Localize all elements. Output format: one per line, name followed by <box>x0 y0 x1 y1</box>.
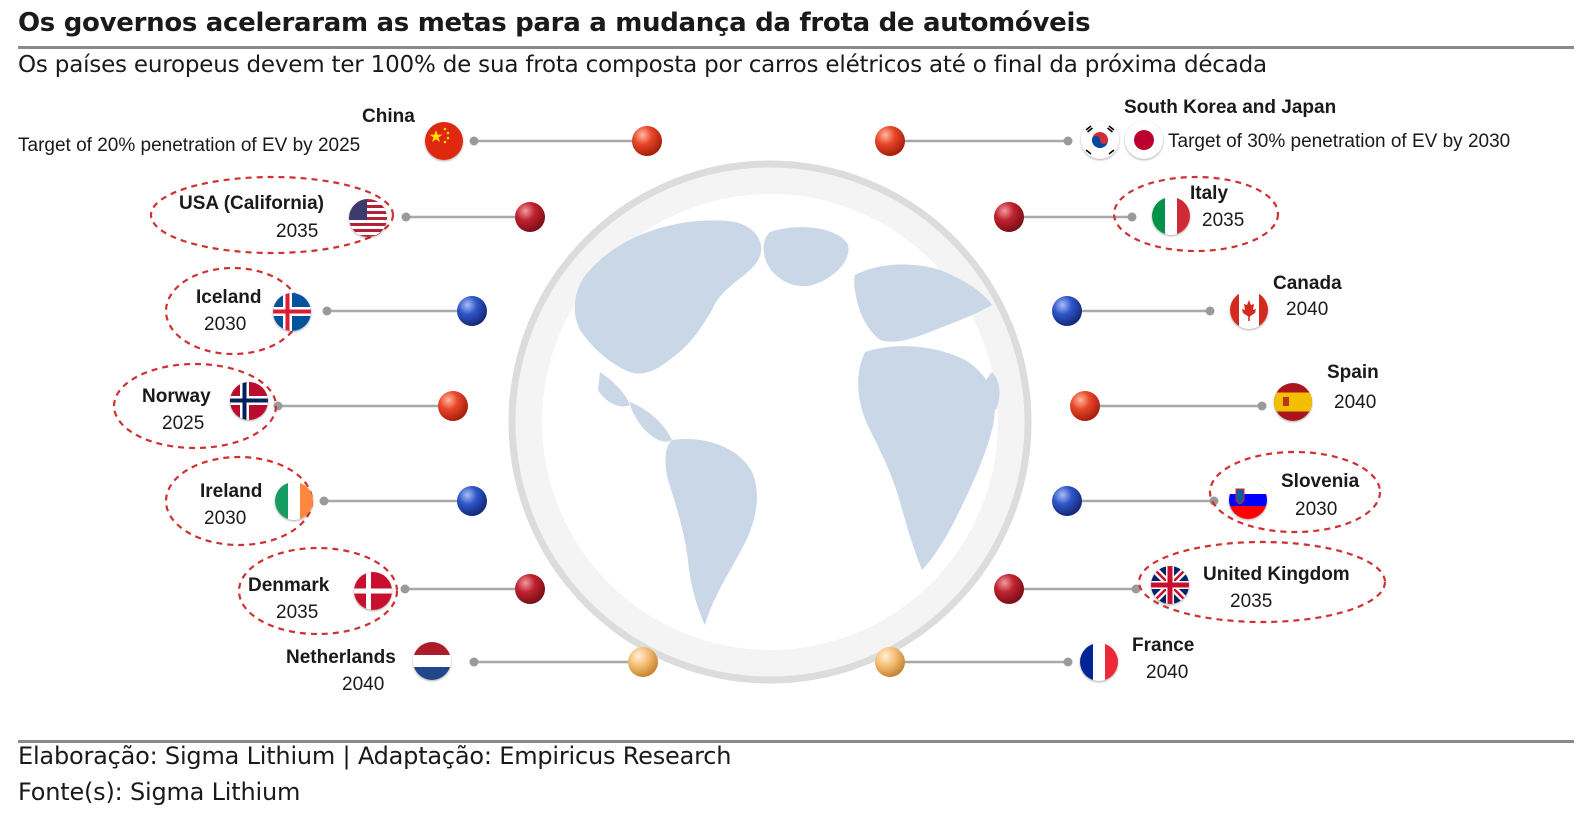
connector-end-spain <box>1257 401 1267 411</box>
status-dots <box>438 126 1100 677</box>
norway-flag-icon <box>230 382 268 420</box>
status-dot-norway <box>438 391 468 421</box>
connector-end-china <box>469 136 479 146</box>
canada-flag-icon <box>1230 291 1268 329</box>
country-label-iceland: Iceland <box>196 287 262 308</box>
target-year-slovenia: 2030 <box>1295 499 1338 520</box>
country-label-south-korea-japan: South Korea and Japan <box>1124 97 1337 118</box>
footer-divider <box>18 740 1574 743</box>
china-flag-icon <box>425 122 463 160</box>
netherlands-flag-icon <box>413 642 451 680</box>
highlight-ellipse-italy <box>1112 175 1280 253</box>
status-dot-south-korea-and-japan <box>875 126 905 156</box>
denmark-flag-icon <box>354 572 392 610</box>
status-dot-ireland <box>457 486 487 516</box>
country-label-netherlands: Netherlands <box>286 647 396 668</box>
target-year-spain: 2040 <box>1334 392 1377 413</box>
usa-flag-icon <box>349 199 387 237</box>
target-year-denmark: 2035 <box>276 602 319 623</box>
status-dot-italy <box>994 202 1024 232</box>
status-dot-denmark <box>515 574 545 604</box>
connector-end-slovenia <box>1209 496 1219 506</box>
target-year-italy: 2035 <box>1202 210 1245 231</box>
south-korea-flag-icon <box>1081 121 1119 159</box>
status-dot-canada <box>1052 296 1082 326</box>
country-label-france: France <box>1132 635 1195 656</box>
spain-flag-icon <box>1274 383 1312 421</box>
japan-flag-icon <box>1125 121 1163 159</box>
target-note-china: Target of 20% penetration of EV by 2025 <box>18 135 361 156</box>
world-map-landmass <box>574 220 1000 625</box>
target-year-canada: 2040 <box>1286 299 1329 320</box>
footer-credit: Elaboração: Sigma Lithium | Adaptação: E… <box>18 742 732 770</box>
country-label-italy: Italy <box>1190 183 1229 204</box>
target-year-ireland: 2030 <box>204 508 247 529</box>
france-flag-icon <box>1080 643 1118 681</box>
connector-end-italy <box>1127 212 1137 222</box>
highlight-ellipse-usa-california <box>149 175 395 255</box>
country-label-ireland: Ireland <box>200 481 263 502</box>
connector-end-france <box>1063 657 1073 667</box>
country-label-usa: USA (California) <box>179 193 324 214</box>
status-dot-china <box>632 126 662 156</box>
footer-source: Fonte(s): Sigma Lithium <box>18 778 301 806</box>
target-year-iceland: 2030 <box>204 314 247 335</box>
highlight-ellipse-united-kingdom <box>1137 540 1387 624</box>
ireland-flag-icon <box>275 482 313 520</box>
status-dot-slovenia <box>1052 486 1082 516</box>
country-label-china: China <box>362 106 415 127</box>
target-year-norway: 2025 <box>162 413 205 434</box>
highlight-ellipse-slovenia <box>1208 450 1382 534</box>
connector-end-ireland <box>319 496 329 506</box>
country-label-canada: Canada <box>1273 273 1342 294</box>
country-label-norway: Norway <box>142 386 211 407</box>
status-dot-spain <box>1070 391 1100 421</box>
connector-end-netherlands <box>469 657 479 667</box>
slovenia-flag-icon <box>1229 481 1267 519</box>
highlight-ellipse-denmark <box>237 546 399 636</box>
country-label-denmark: Denmark <box>248 575 330 596</box>
connector-end-united-kingdom <box>1131 584 1141 594</box>
connector-end-denmark <box>400 584 410 594</box>
status-dot-iceland <box>457 296 487 326</box>
page-title: Os governos aceleraram as metas para a m… <box>18 8 1091 38</box>
connector-end-usa-california <box>401 212 411 222</box>
title-divider <box>18 46 1574 49</box>
iceland-flag-icon <box>273 293 311 331</box>
status-dot-france <box>875 647 905 677</box>
connector-lines <box>273 136 1267 667</box>
target-year-france: 2040 <box>1146 662 1189 683</box>
country-label-slovenia: Slovenia <box>1281 471 1360 492</box>
uk-flag-icon <box>1151 566 1189 604</box>
target-note-south-korea-japan: Target of 30% penetration of EV by 2030 <box>1168 131 1511 152</box>
target-year-netherlands: 2040 <box>342 674 385 695</box>
connector-end-iceland <box>322 306 332 316</box>
country-label-spain: Spain <box>1327 362 1379 383</box>
country-label-united-kingdom: United Kingdom <box>1203 564 1350 585</box>
status-dot-united-kingdom <box>994 574 1024 604</box>
italy-flag-icon <box>1152 197 1190 235</box>
connector-end-south-korea-and-japan <box>1063 136 1073 146</box>
globe <box>508 160 1032 684</box>
target-year-usa: 2035 <box>276 221 319 242</box>
status-dot-usa-california <box>515 202 545 232</box>
page-subtitle: Os países europeus devem ter 100% de sua… <box>18 52 1267 78</box>
highlight-ellipse-norway <box>112 362 278 450</box>
target-year-united-kingdom: 2035 <box>1230 591 1273 612</box>
connector-end-canada <box>1205 306 1215 316</box>
status-dot-netherlands <box>628 647 658 677</box>
